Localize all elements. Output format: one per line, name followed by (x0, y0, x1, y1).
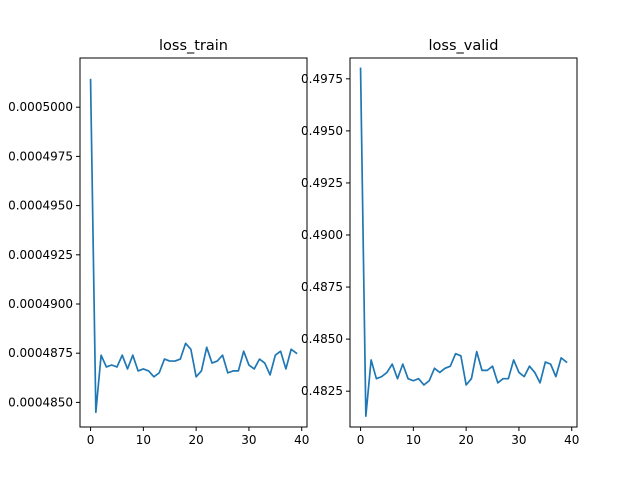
panel-1-y-tick-label: 0.0004925 (8, 248, 73, 262)
panel-1-title: loss_train (159, 38, 228, 54)
panel-1-y-tick-label: 0.0004950 (8, 199, 73, 213)
panel-2-x-tick-label: 40 (564, 433, 579, 447)
panel-2-y-tick-label: 0.4825 (301, 384, 343, 398)
panel-2-series-line (359, 67, 568, 418)
panel-2-y-tick-label: 0.4875 (301, 280, 343, 294)
panel-1-y-tick-label: 0.0004875 (8, 346, 73, 360)
panel-1-x-tick-label: 0 (87, 433, 95, 447)
panel-2-y-tick-label: 0.4925 (301, 176, 343, 190)
panel-1-x-tick-label: 10 (136, 433, 151, 447)
panel-1-axes-frame (79, 57, 308, 428)
panel-1-x-tick-label: 40 (294, 433, 309, 447)
panel-2-title: loss_valid (429, 38, 499, 54)
panel-2-x-tick-label: 30 (511, 433, 526, 447)
panel-2-x-tick-label: 10 (406, 433, 421, 447)
panel-2-x-tick-label: 0 (357, 433, 365, 447)
panel-1-y-tick-label: 0.0004975 (8, 149, 73, 163)
panel-1-y-tick-label: 0.0004850 (8, 395, 73, 409)
panel-2-y-tick-label: 0.4975 (301, 72, 343, 86)
panel-1-x-tick-label: 30 (241, 433, 256, 447)
panel-1-y-tick-label: 0.0005000 (8, 100, 73, 114)
panel-1-series-line (89, 78, 298, 414)
panel-2-y-tick-label: 0.4950 (301, 124, 343, 138)
panel-2-x-tick-label: 20 (458, 433, 473, 447)
panel-2-y-tick-label: 0.4900 (301, 228, 343, 242)
panel-2-axes-frame (349, 57, 578, 428)
panel-2-y-tick-label: 0.4850 (301, 332, 343, 346)
panel-1-x-tick-label: 20 (188, 433, 203, 447)
panel-1-y-tick-label: 0.0004900 (8, 297, 73, 311)
